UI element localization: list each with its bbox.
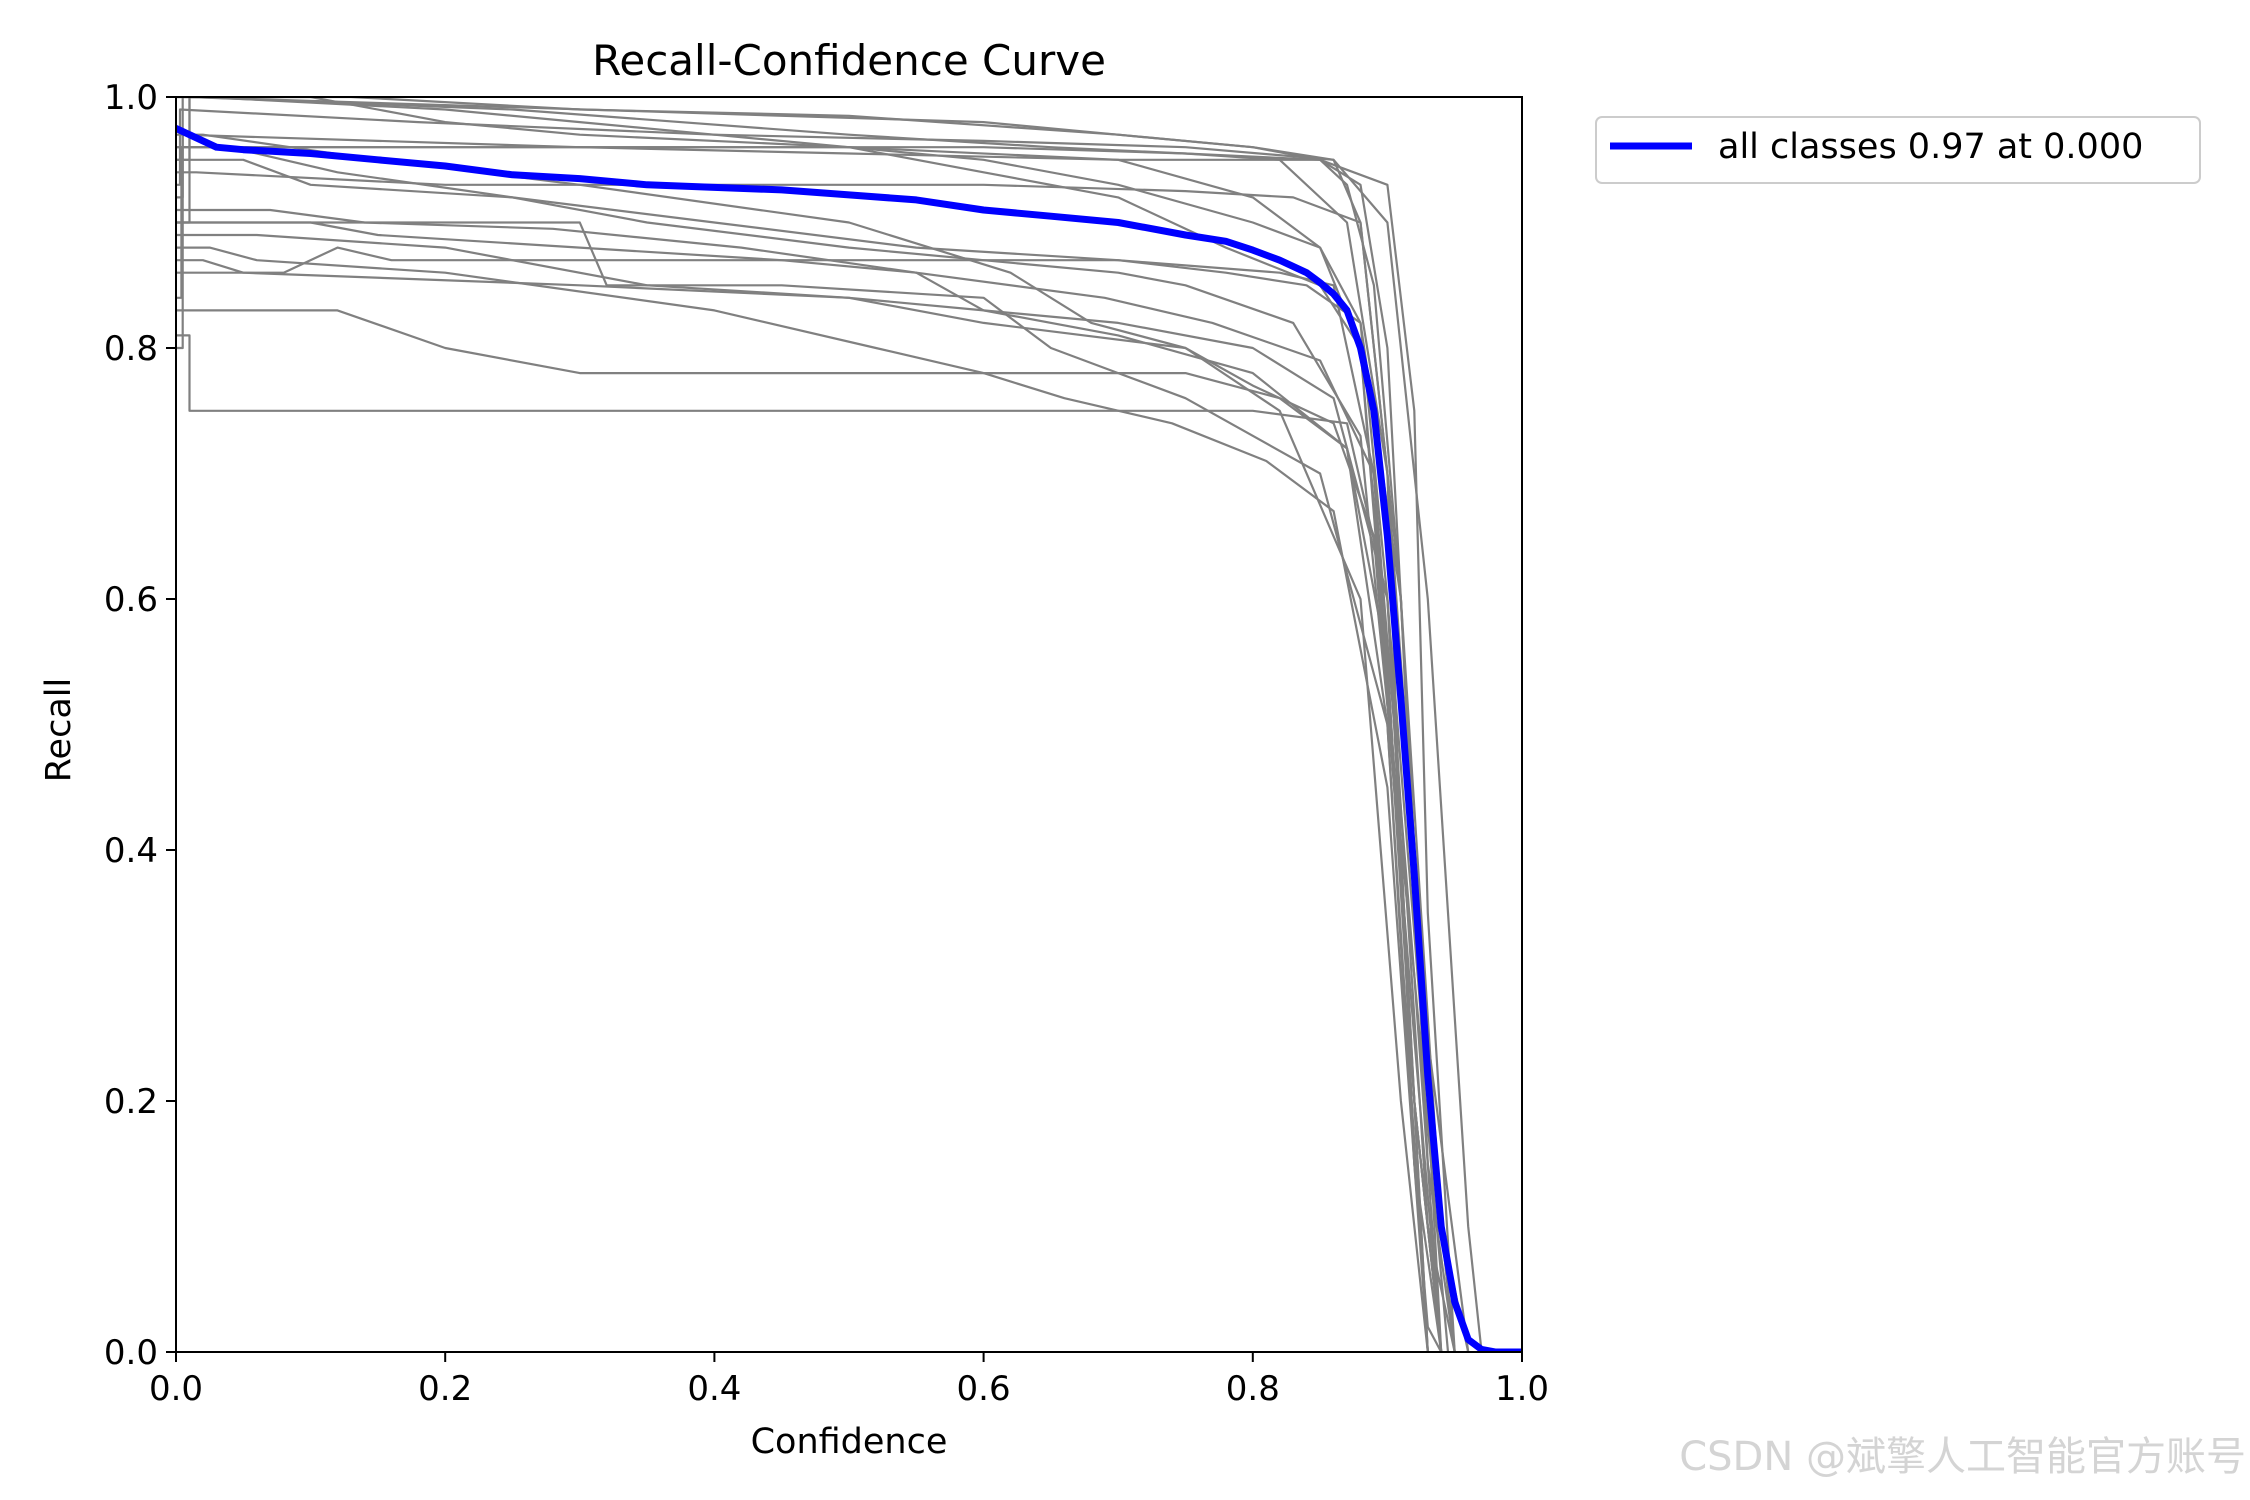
x-tick-label: 1.0 [1495,1369,1549,1409]
legend-frame [1595,116,2201,184]
chart-title: Recall-Confidence Curve [592,36,1106,85]
class-series-line-12 [176,158,1443,1352]
x-tick-label: 0.8 [1226,1369,1280,1409]
y-tick-label: 1.0 [104,78,158,118]
class-series-line-2 [176,97,1429,1352]
plot-frame [175,96,1523,1353]
class-series-line-18 [176,146,1456,1352]
class-series-line-22 [176,208,1450,1352]
y-tick-label: 0.0 [104,1333,158,1373]
mean-line-group [176,124,1522,1352]
x-axis: 0.0 0.2 0.4 0.6 0.8 1.0 [149,1352,1549,1409]
watermark: CSDN @斌擎人工智能官方账号 [1679,1434,2246,1480]
y-tick-label: 0.4 [104,831,158,871]
class-series-line-19 [176,146,1456,1352]
x-tick-label: 0.4 [687,1369,741,1409]
all-classes-series-line [176,124,1522,1352]
class-series-line-21 [176,108,1483,1352]
legend-label-all-classes: all classes 0.97 at 0.000 [1718,127,2143,167]
y-axis: 0.0 0.2 0.4 0.6 0.8 1.0 [104,78,176,1373]
x-axis-label: Confidence [751,1422,948,1462]
class-series-line-7 [176,259,1429,1352]
class-series-line-6 [176,334,1456,1352]
x-tick-label: 0.6 [957,1369,1011,1409]
class-series-line-13 [176,221,1429,1352]
legend: all classes 0.97 at 0.000 [1595,116,2201,184]
y-tick-label: 0.8 [104,329,158,369]
x-tick-label: 0.0 [149,1369,203,1409]
class-series-line-15 [176,233,1443,1352]
class-series-line-20 [176,246,1429,1352]
class-series-line-14 [176,171,1470,1352]
y-tick-label: 0.2 [104,1082,158,1122]
x-tick-label: 0.2 [418,1369,472,1409]
class-series-line-16 [176,97,1443,1352]
y-tick-label: 0.6 [104,580,158,620]
y-axis-label: Recall [39,678,79,782]
